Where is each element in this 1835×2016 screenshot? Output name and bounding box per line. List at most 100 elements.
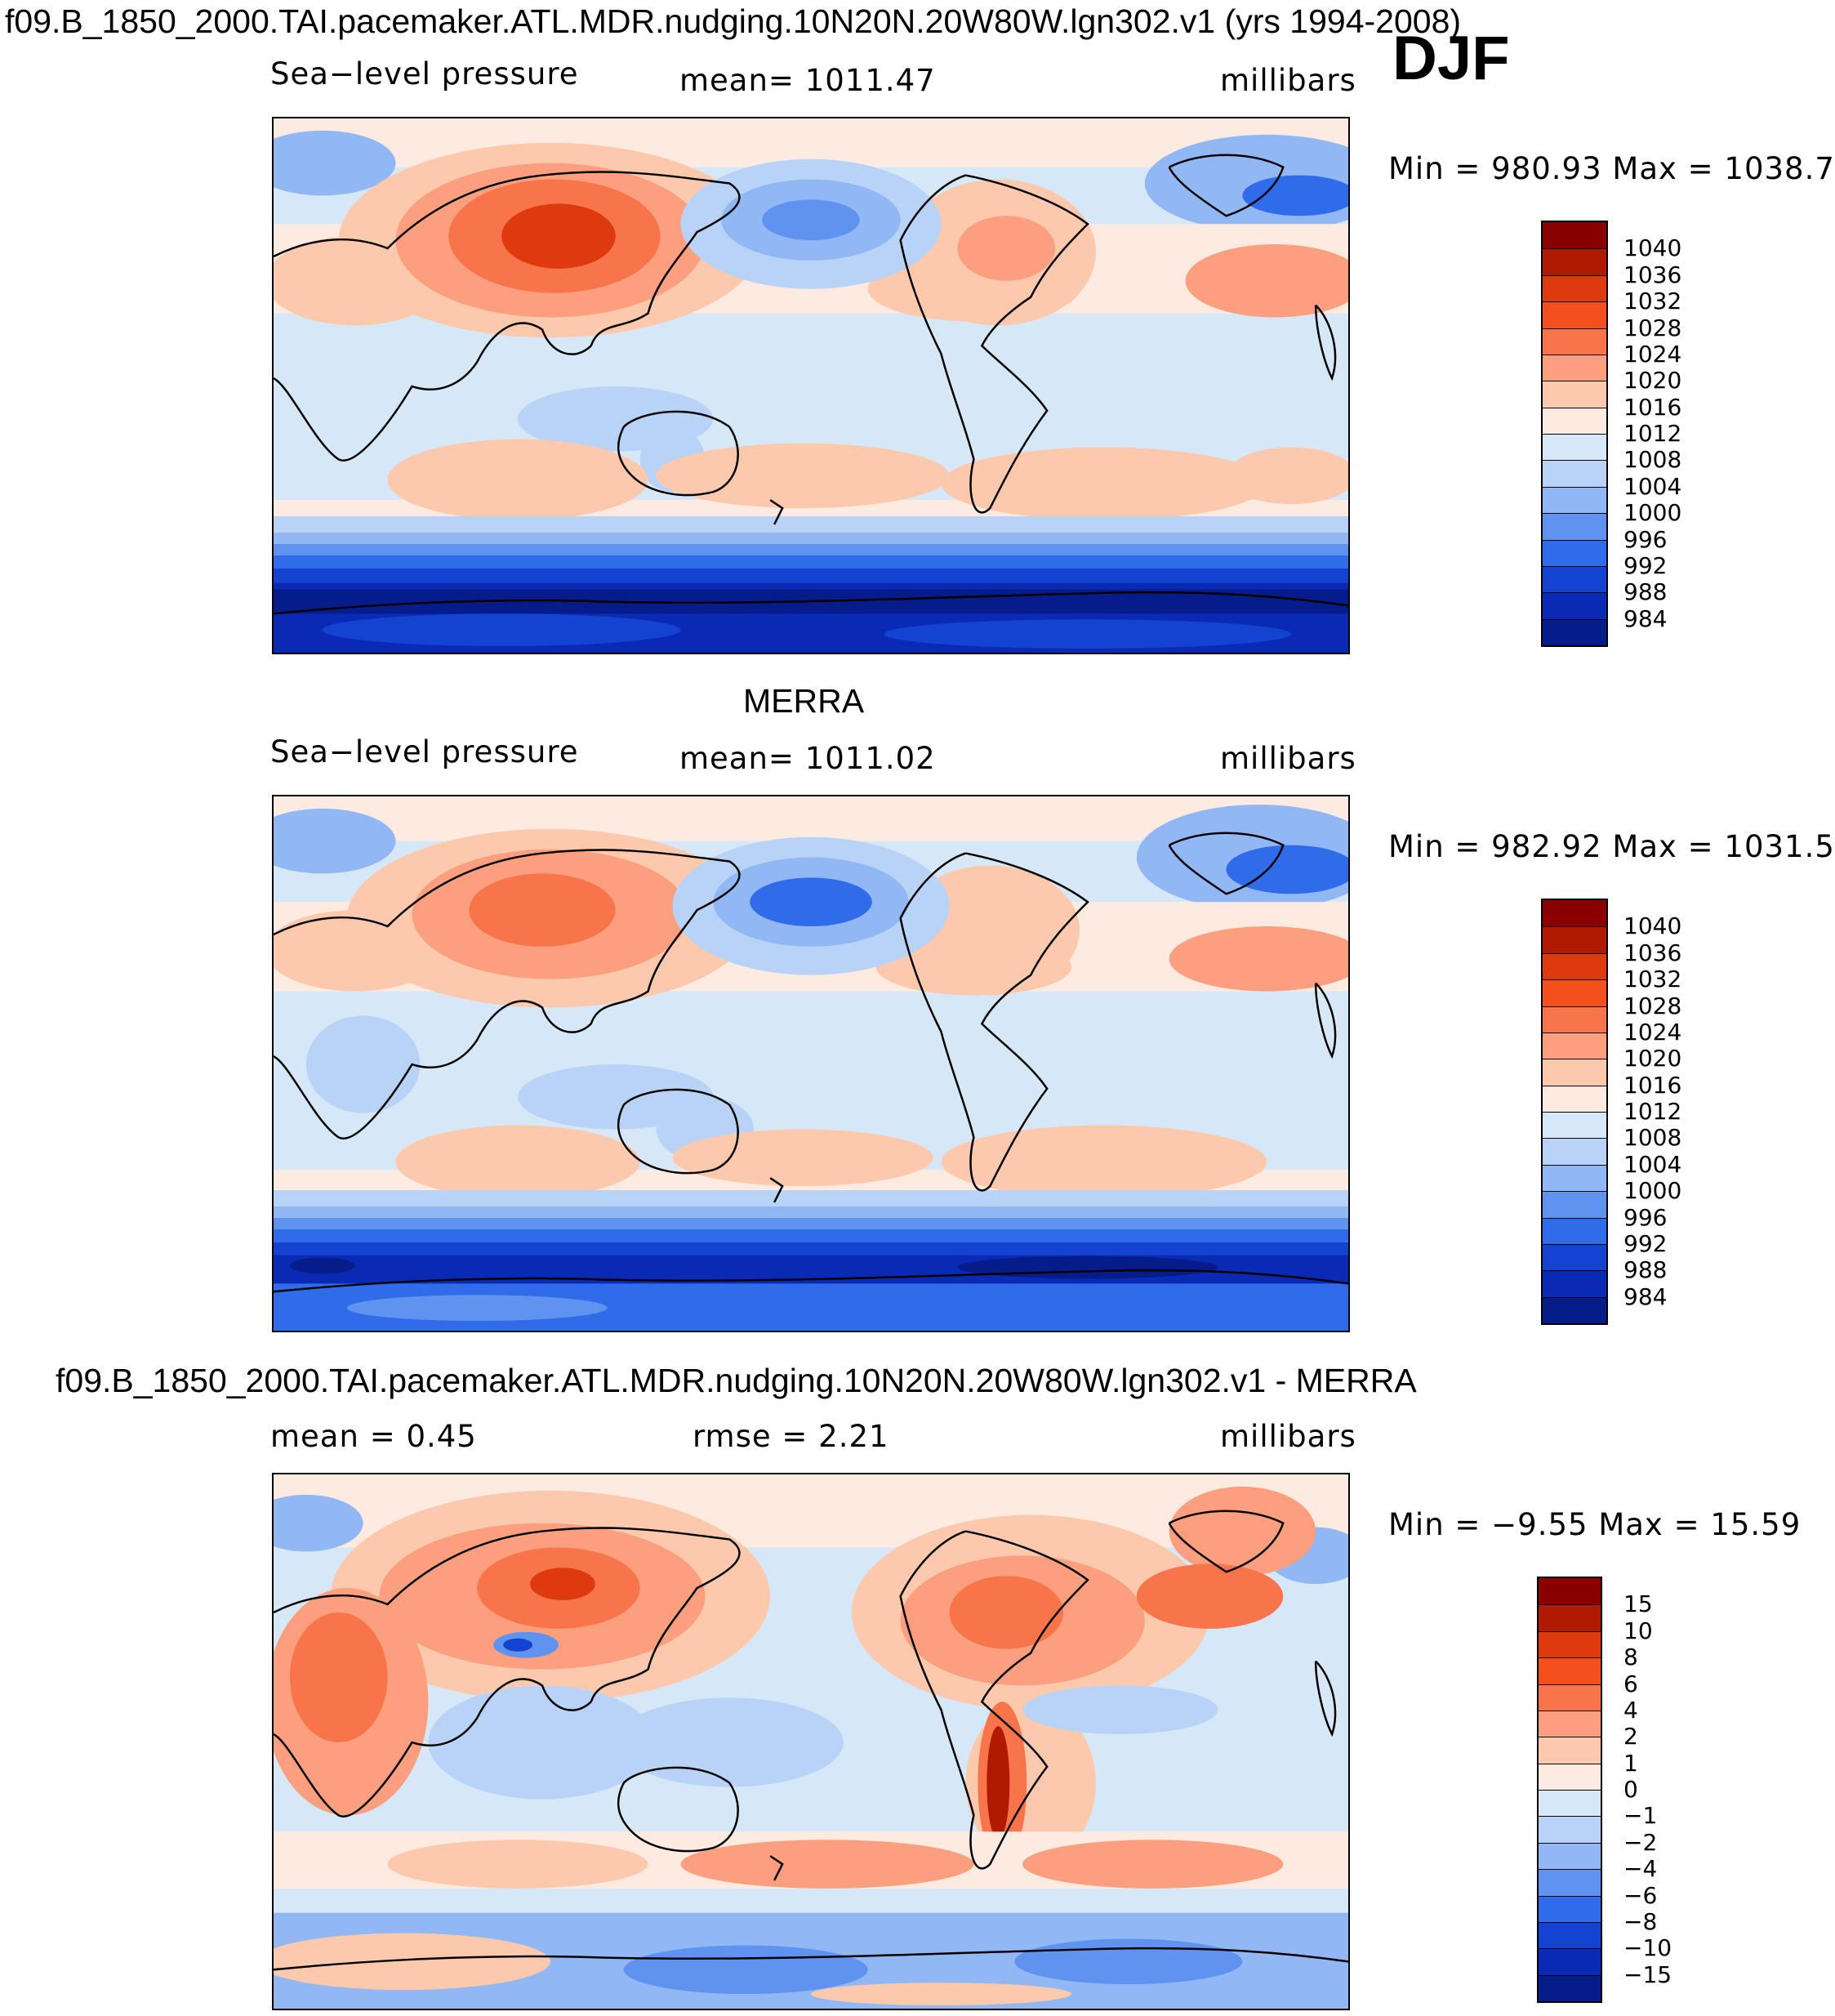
- colorbar-tick-label: 984: [1623, 1282, 1668, 1310]
- colorbar-swatch: [1543, 328, 1606, 355]
- panel-diff-rmse-label: rmse = 2.21: [693, 1419, 889, 1454]
- colorbar-swatch: [1543, 1270, 1606, 1297]
- season-label: DJF: [1392, 24, 1510, 93]
- colorbar-tick-label: 10: [1623, 1617, 1653, 1644]
- colorbar-swatch: [1539, 1790, 1601, 1817]
- colorbar-swatch: [1543, 434, 1606, 461]
- colorbar-swatch: [1543, 407, 1606, 434]
- colorbar-swatch: [1539, 1737, 1601, 1764]
- panel-model-colorbar: [1541, 221, 1608, 647]
- colorbar-swatch: [1539, 1921, 1601, 1949]
- colorbar-tick-label: 988: [1623, 578, 1668, 606]
- colorbar-tick-label: 4: [1623, 1696, 1638, 1724]
- colorbar-swatch: [1543, 618, 1606, 645]
- colorbar-swatch: [1539, 1630, 1601, 1658]
- colorbar-swatch: [1539, 1842, 1601, 1870]
- colorbar-tick-label: 1036: [1623, 261, 1682, 288]
- colorbar-swatch: [1543, 1032, 1606, 1059]
- colorbar-swatch: [1539, 1710, 1601, 1737]
- colorbar-swatch: [1543, 1006, 1606, 1033]
- colorbar-tick-label: 1000: [1623, 1177, 1682, 1205]
- panel-obs-minmax-label: Min = 982.92 Max = 1031.52: [1388, 829, 1835, 864]
- colorbar-swatch: [1539, 1604, 1601, 1631]
- colorbar-tick-label: 1016: [1623, 1071, 1682, 1099]
- colorbar-swatch: [1543, 354, 1606, 381]
- colorbar-swatch: [1543, 565, 1606, 593]
- colorbar-tick-label: 992: [1623, 551, 1668, 579]
- colorbar-swatch: [1539, 1816, 1601, 1843]
- colorbar-tick-label: 1008: [1623, 1124, 1682, 1152]
- colorbar-tick-label: 1000: [1623, 499, 1682, 527]
- colorbar-swatch: [1543, 1059, 1606, 1086]
- colorbar-tick-label: 1004: [1623, 472, 1682, 500]
- panel-obs-units-label: millibars: [1220, 741, 1356, 776]
- colorbar-tick-label: 992: [1623, 1229, 1668, 1257]
- colorbar-swatch: [1543, 486, 1606, 514]
- colorbar-swatch: [1543, 1085, 1606, 1112]
- colorbar-tick-label: 0: [1623, 1776, 1638, 1803]
- colorbar-tick-label: −15: [1623, 1960, 1672, 1988]
- panel-obs-heading: MERRA: [743, 682, 865, 720]
- colorbar-swatch: [1539, 1974, 1601, 2001]
- colorbar-tick-label: 1016: [1623, 393, 1682, 421]
- colorbar-swatch: [1543, 539, 1606, 566]
- colorbar-tick-label: 996: [1623, 525, 1668, 553]
- panel-diff-mean-label: mean = 0.45: [270, 1419, 477, 1454]
- colorbar-swatch: [1543, 222, 1606, 249]
- colorbar-tick-label: 1012: [1623, 1098, 1682, 1125]
- colorbar-tick-label: 988: [1623, 1256, 1668, 1284]
- colorbar-swatch: [1543, 1138, 1606, 1165]
- panel-diff-minmax-label: Min = −9.55 Max = 15.59: [1388, 1507, 1802, 1542]
- colorbar-tick-label: −1: [1623, 1802, 1658, 1830]
- colorbar-tick-label: 1040: [1623, 234, 1682, 262]
- colorbar-tick-label: 1036: [1623, 939, 1682, 966]
- colorbar-tick-label: 2: [1623, 1723, 1638, 1751]
- colorbar-swatch: [1539, 1948, 1601, 1975]
- colorbar-tick-label: 1012: [1623, 420, 1682, 447]
- colorbar-swatch: [1543, 926, 1606, 953]
- colorbar-swatch: [1543, 1296, 1606, 1323]
- panel-diff-colorbar: [1537, 1577, 1602, 2003]
- colorbar-swatch: [1543, 513, 1606, 540]
- colorbar-swatch: [1543, 592, 1606, 619]
- colorbar-swatch: [1543, 301, 1606, 328]
- colorbar-tick-label: 1024: [1623, 340, 1682, 368]
- colorbar-tick-label: 1024: [1623, 1018, 1682, 1046]
- colorbar-tick-label: 1: [1623, 1749, 1638, 1777]
- colorbar-tick-label: 996: [1623, 1203, 1668, 1231]
- colorbar-swatch: [1543, 381, 1606, 408]
- panel-obs-map: [272, 795, 1350, 1332]
- colorbar-tick-label: 8: [1623, 1644, 1638, 1671]
- colorbar-tick-label: 1020: [1623, 367, 1682, 395]
- colorbar-tick-label: 1008: [1623, 446, 1682, 474]
- colorbar-tick-label: 15: [1623, 1590, 1653, 1618]
- colorbar-swatch: [1543, 952, 1606, 980]
- colorbar-tick-label: 1032: [1623, 966, 1682, 993]
- colorbar-tick-label: −10: [1623, 1934, 1672, 1962]
- colorbar-swatch: [1543, 1191, 1606, 1218]
- colorbar-swatch: [1543, 1164, 1606, 1192]
- colorbar-tick-label: 1028: [1623, 992, 1682, 1019]
- colorbar-tick-label: 1032: [1623, 288, 1682, 315]
- colorbar-tick-label: 1004: [1623, 1150, 1682, 1178]
- colorbar-swatch: [1539, 1869, 1601, 1896]
- colorbar-swatch: [1539, 1657, 1601, 1684]
- colorbar-swatch: [1543, 1112, 1606, 1139]
- figure-title: f09.B_1850_2000.TAI.pacemaker.ATL.MDR.nu…: [5, 2, 1462, 40]
- panel-model-units-label: millibars: [1220, 63, 1356, 98]
- colorbar-tick-label: 1028: [1623, 314, 1682, 341]
- colorbar-swatch: [1539, 1684, 1601, 1710]
- colorbar-tick-label: −8: [1623, 1907, 1658, 1935]
- colorbar-swatch: [1543, 460, 1606, 487]
- colorbar-swatch: [1543, 979, 1606, 1006]
- colorbar-tick-label: 1040: [1623, 912, 1682, 940]
- colorbar-tick-label: −4: [1623, 1855, 1658, 1883]
- panel-diff-map: [272, 1473, 1350, 2010]
- panel-diff-units-label: millibars: [1220, 1419, 1356, 1454]
- panel-model-variable-label: Sea−level pressure: [270, 56, 579, 91]
- panel-diff-heading: f09.B_1850_2000.TAI.pacemaker.ATL.MDR.nu…: [56, 1362, 1417, 1399]
- panel-model-minmax-label: Min = 980.93 Max = 1038.78: [1388, 151, 1835, 186]
- colorbar-tick-label: −6: [1623, 1881, 1658, 1909]
- panel-model-mean-label: mean= 1011.47: [679, 63, 936, 98]
- panel-obs-mean-label: mean= 1011.02: [679, 741, 936, 776]
